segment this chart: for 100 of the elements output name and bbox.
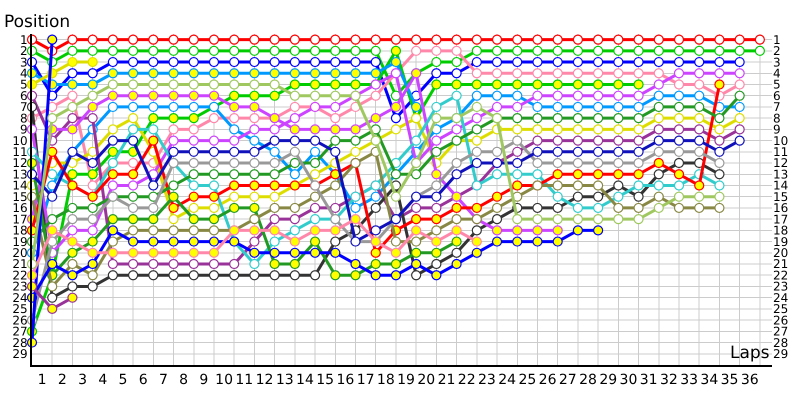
point — [270, 202, 280, 214]
point — [47, 113, 58, 124]
x-tick-label: 36 — [740, 372, 759, 388]
point — [168, 56, 179, 68]
point — [714, 79, 725, 90]
point — [633, 135, 644, 146]
point — [67, 113, 78, 124]
point — [208, 180, 220, 191]
point — [431, 102, 442, 112]
point — [512, 158, 522, 168]
point — [229, 180, 240, 191]
point — [128, 214, 138, 224]
point — [290, 79, 300, 90]
point — [431, 34, 442, 45]
point — [532, 46, 543, 56]
point — [208, 68, 220, 78]
point — [128, 90, 138, 101]
point — [674, 68, 684, 78]
point — [330, 135, 340, 146]
point — [674, 124, 684, 134]
point — [290, 56, 300, 68]
point — [714, 135, 725, 146]
point — [188, 113, 199, 124]
point — [532, 225, 543, 236]
point — [472, 236, 482, 247]
point — [188, 180, 199, 191]
point — [67, 202, 78, 214]
point — [512, 113, 522, 124]
point — [188, 68, 199, 78]
point — [168, 102, 179, 112]
point — [47, 258, 58, 270]
point — [350, 214, 361, 224]
point — [572, 56, 583, 68]
point — [431, 169, 442, 180]
point — [270, 158, 280, 168]
point — [492, 56, 502, 68]
point — [108, 214, 118, 224]
point — [290, 202, 300, 214]
point — [370, 225, 381, 236]
point — [88, 158, 98, 168]
point — [674, 102, 684, 112]
point — [270, 146, 280, 157]
point — [229, 146, 240, 157]
point — [350, 124, 361, 134]
point — [108, 270, 118, 280]
point — [654, 169, 664, 180]
point — [472, 34, 482, 45]
point — [411, 270, 422, 280]
point — [492, 34, 502, 45]
point — [390, 113, 402, 124]
point — [714, 113, 725, 124]
point — [188, 214, 199, 224]
point — [431, 202, 442, 214]
point — [47, 169, 58, 180]
point — [350, 202, 361, 214]
point — [572, 135, 583, 146]
point — [431, 135, 442, 146]
point — [270, 248, 280, 258]
point — [593, 124, 604, 134]
point — [208, 79, 220, 90]
point — [330, 34, 340, 45]
point — [431, 113, 442, 124]
point — [229, 158, 240, 168]
point — [168, 270, 179, 280]
point — [512, 180, 522, 191]
point — [310, 135, 320, 146]
point — [694, 124, 704, 134]
point — [674, 158, 684, 168]
point — [350, 270, 361, 280]
point — [593, 180, 604, 191]
point — [512, 68, 522, 78]
point — [188, 56, 199, 68]
point — [512, 34, 522, 45]
point — [270, 34, 280, 45]
point — [492, 46, 502, 56]
point — [249, 102, 260, 112]
x-tick-label: 1 — [38, 372, 47, 388]
point — [512, 146, 522, 157]
point — [148, 135, 158, 146]
point — [411, 34, 422, 45]
point — [613, 34, 624, 45]
point — [128, 102, 138, 112]
point — [249, 169, 260, 180]
point — [229, 68, 240, 78]
point — [714, 169, 725, 180]
point — [88, 214, 98, 224]
point — [472, 68, 482, 78]
x-tick-label: 9 — [199, 372, 208, 388]
point — [310, 46, 320, 56]
point — [532, 90, 543, 101]
point — [370, 46, 381, 56]
point — [47, 281, 58, 292]
point — [572, 113, 583, 124]
point — [290, 236, 300, 247]
point — [310, 202, 320, 214]
point — [472, 146, 482, 157]
point — [330, 236, 340, 247]
point — [370, 90, 381, 101]
point — [330, 90, 340, 101]
point — [472, 124, 482, 134]
